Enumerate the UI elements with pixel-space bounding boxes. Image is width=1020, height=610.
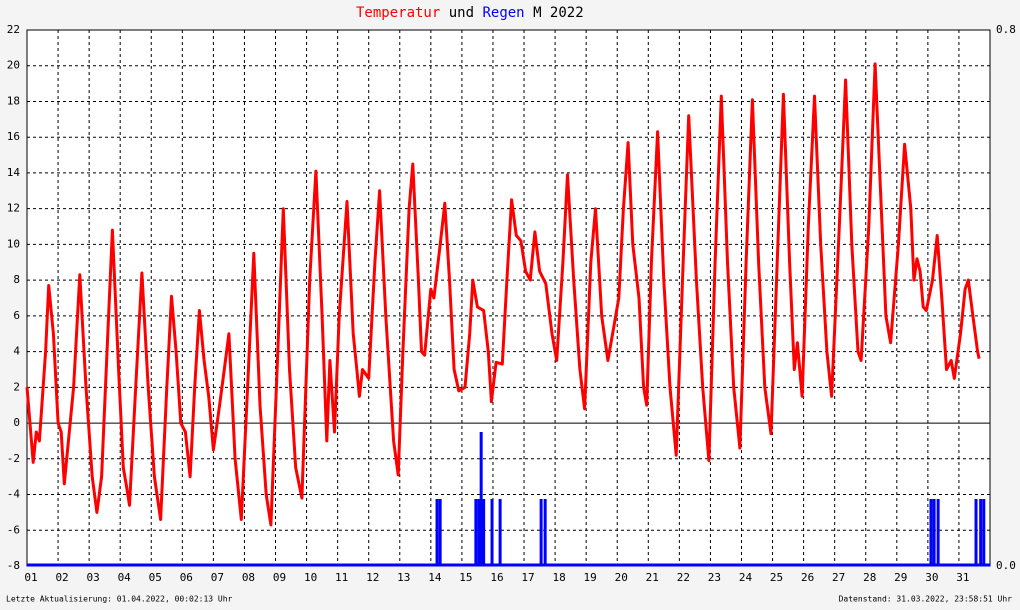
footer-right: Datenstand: 31.03.2022, 23:58:51 Uhr — [839, 595, 1013, 604]
x-tick-label: 31 — [956, 571, 969, 584]
rain-bar — [974, 499, 978, 566]
rain-bar — [498, 499, 502, 566]
rain-bar — [474, 499, 478, 566]
x-tick-label: 09 — [273, 571, 286, 584]
x-tick-label: 05 — [149, 571, 162, 584]
rain-bar — [543, 499, 547, 566]
y-tick-label: 6 — [13, 309, 20, 322]
x-tick-label: 11 — [335, 571, 348, 584]
rain-bar — [982, 499, 986, 566]
y2-tick-label: 0.0 — [996, 559, 1016, 572]
x-tick-label: 13 — [397, 571, 410, 584]
y-tick-label: 14 — [7, 166, 21, 179]
rain-bar — [936, 499, 940, 566]
rain-bar — [482, 499, 486, 566]
x-tick-label: 18 — [552, 571, 565, 584]
x-tick-label: 23 — [708, 571, 721, 584]
y2-tick-label: 0.8 — [996, 23, 1016, 36]
x-tick-label: 21 — [646, 571, 659, 584]
x-tick-label: 06 — [180, 571, 193, 584]
x-tick-label: 10 — [304, 571, 317, 584]
x-tick-label: 22 — [677, 571, 690, 584]
x-tick-label: 08 — [242, 571, 255, 584]
x-tick-label: 29 — [894, 571, 907, 584]
x-tick-label: 27 — [832, 571, 845, 584]
x-tick-label: 24 — [739, 571, 753, 584]
rain-bar — [479, 432, 483, 566]
x-tick-label: 16 — [490, 571, 503, 584]
x-tick-label: 25 — [770, 571, 783, 584]
footer-left: Letzte Aktualisierung: 01.04.2022, 00:02… — [6, 595, 233, 604]
x-tick-label: 03 — [87, 571, 100, 584]
y-tick-label: 2 — [13, 380, 20, 393]
title-part: und — [449, 5, 474, 21]
chart-title: Temperatur und Regen M 2022 — [356, 5, 584, 21]
x-tick-label: 14 — [428, 571, 442, 584]
rain-bar — [932, 499, 936, 566]
x-tick-label: 17 — [521, 571, 534, 584]
x-tick-label: 28 — [863, 571, 876, 584]
y-tick-label: 8 — [13, 273, 20, 286]
x-tick-label: 12 — [366, 571, 379, 584]
rain-bar — [477, 499, 481, 566]
x-tick-label: 02 — [55, 571, 68, 584]
rain-bar — [929, 499, 933, 566]
y-tick-label: 18 — [7, 94, 20, 107]
rain-bar — [539, 499, 543, 566]
y-tick-label: 20 — [7, 59, 20, 72]
title-part: Regen — [482, 5, 524, 21]
x-tick-label: 15 — [459, 571, 472, 584]
x-tick-label: 01 — [24, 571, 37, 584]
y-tick-label: 0 — [13, 416, 20, 429]
title-part: M 2022 — [533, 5, 584, 21]
x-tick-label: 19 — [584, 571, 597, 584]
x-tick-label: 20 — [615, 571, 628, 584]
x-tick-label: 30 — [925, 571, 938, 584]
x-tick-label: 04 — [118, 571, 132, 584]
y-tick-label: -2 — [7, 452, 20, 465]
y-tick-label: 12 — [7, 202, 20, 215]
y-tick-label: 10 — [7, 237, 20, 250]
y-tick-label: -6 — [7, 523, 20, 536]
temperature-line — [25, 62, 981, 527]
title-part: Temperatur — [356, 5, 440, 21]
rain-bar — [490, 499, 494, 566]
y-tick-label: 22 — [7, 23, 20, 36]
rain-bar — [438, 499, 442, 566]
y-tick-label: 4 — [13, 345, 20, 358]
y-tick-label: 16 — [7, 130, 20, 143]
x-tick-label: 26 — [801, 571, 814, 584]
x-tick-label: 07 — [211, 571, 224, 584]
y-tick-label: -4 — [7, 488, 21, 501]
plot-area — [27, 30, 990, 566]
rain-bar — [979, 499, 983, 566]
y-tick-label: -8 — [7, 559, 20, 572]
rain-bar — [435, 499, 439, 566]
